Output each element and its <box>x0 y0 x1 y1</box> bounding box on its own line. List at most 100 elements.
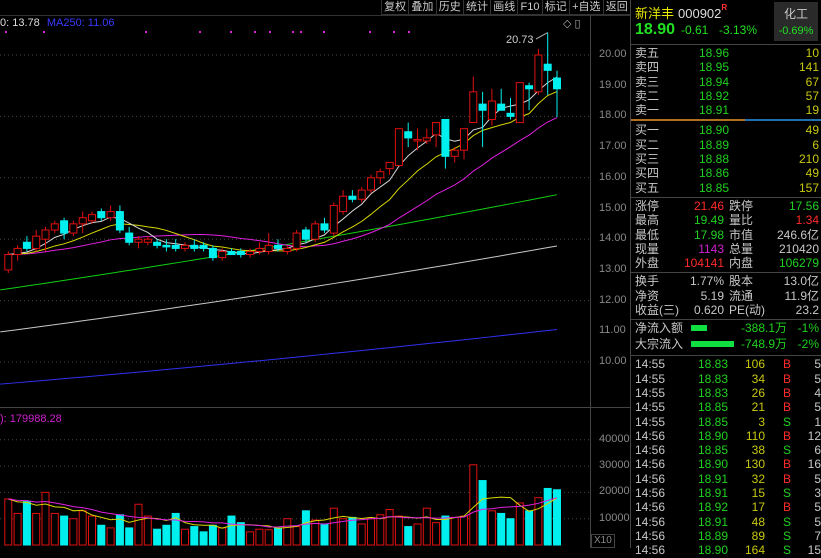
stock-name-line: 新洋丰 000902R <box>635 3 727 22</box>
level-volume: 57 <box>805 88 819 103</box>
candle-body <box>274 244 282 249</box>
candle-body <box>460 128 468 151</box>
event-marker <box>393 31 395 33</box>
stat-label: 最高 <box>635 213 660 228</box>
trade-volume: 110 <box>745 428 765 443</box>
order-book-row[interactable]: 卖五 18.96 10 <box>631 46 821 60</box>
price-axis-label: 18.00 <box>599 109 627 122</box>
stat-label: 市值 <box>729 227 754 242</box>
candle-body <box>134 238 143 243</box>
industry-pct: -0.69% <box>778 25 814 37</box>
event-marker <box>254 31 256 33</box>
toolbar-button[interactable]: 复权 <box>381 0 408 14</box>
stat-label: 外盘 <box>635 256 660 271</box>
trade-count: 5 <box>814 471 821 486</box>
trade-volume: 89 <box>751 528 765 543</box>
candle-body <box>478 103 487 111</box>
toolbar-button[interactable]: F10 <box>517 0 541 14</box>
candle-body <box>348 195 357 200</box>
x10-button[interactable]: X10 <box>591 534 615 548</box>
toolbar-button[interactable]: 返回 <box>602 0 630 14</box>
candle-body <box>329 204 338 234</box>
level-price: 18.92 <box>699 88 730 103</box>
toolbar-button[interactable]: 统计 <box>462 0 490 14</box>
kline-svg[interactable]: 20.73 <box>0 0 630 548</box>
stat-value: 17.56 <box>788 198 819 213</box>
candle-body <box>441 118 450 157</box>
fundamental-value: 1.77% <box>689 274 724 289</box>
order-book-row[interactable]: 买五 18.85 157 <box>631 181 821 195</box>
trade-volume: 15 <box>751 486 765 501</box>
stat-label: 总量 <box>729 241 754 256</box>
trade-price: 18.85 <box>698 443 729 458</box>
chart-options[interactable]: ◇ ▯ <box>563 17 581 30</box>
trade-volume: 48 <box>751 514 765 529</box>
candle-body <box>97 211 106 219</box>
money-flow-block: 净流入额 -388.1万 -1% 大宗流入 -748.9万 -2% <box>631 321 821 353</box>
order-book-row[interactable]: 买三 18.88 210 <box>631 152 821 166</box>
trade-price: 18.89 <box>698 528 729 543</box>
diamond-icon[interactable]: ◇ <box>563 18 572 30</box>
volume-bar <box>162 524 171 546</box>
trade-side: B <box>782 471 791 486</box>
level-volume: 67 <box>805 74 819 89</box>
toolbar-button[interactable]: +自选 <box>568 0 603 14</box>
volume-bar <box>50 512 59 546</box>
flow-bar <box>691 325 707 332</box>
volume-bar <box>69 518 78 546</box>
window-icon[interactable]: ▯ <box>574 18 581 30</box>
order-book-row[interactable]: 买一 18.90 49 <box>631 123 821 137</box>
order-book-row[interactable]: 卖四 18.95 141 <box>631 60 821 74</box>
candle-body <box>376 171 385 179</box>
last-price: 18.90 <box>635 21 676 38</box>
order-book-row[interactable]: 买四 18.86 49 <box>631 166 821 180</box>
candle-body <box>292 232 301 249</box>
tick-trades[interactable]: 14:55 18.83 106 B 5 14:55 18.83 34 B 5 14:55 18.83 2… <box>631 357 821 557</box>
flow-value: -388.1万 <box>740 321 787 336</box>
order-book-row[interactable]: 买二 18.89 6 <box>631 138 821 152</box>
volume-axis-label: 40000 <box>599 432 630 445</box>
candle-body <box>497 103 506 111</box>
kline-chart[interactable]: 20.73 复权 叠加 历史 统计 画线 F10 标记 +自选 返回 0: 13.78 MA25… <box>0 0 630 548</box>
trade-row: 14:56 18.85 38 S 6 <box>631 443 821 457</box>
event-marker <box>369 31 371 33</box>
flow-label: 大宗流入 <box>635 337 684 352</box>
fundamental-row: 换手 1.77% 股本 13.0亿 <box>631 274 821 288</box>
order-book-row[interactable]: 卖二 18.92 57 <box>631 89 821 103</box>
price-axis-label: 15.00 <box>599 201 627 214</box>
candle-body <box>283 247 292 252</box>
level-label: 卖三 <box>635 74 660 89</box>
volume-bar <box>553 489 561 546</box>
order-book-row[interactable]: 卖一 18.91 19 <box>631 103 821 117</box>
volume-bar <box>264 529 273 546</box>
stat-row: 现量 1143 总量 210420 <box>631 242 821 256</box>
level-volume: 157 <box>798 180 819 195</box>
toolbar-button[interactable]: 标记 <box>541 0 569 14</box>
industry-box[interactable]: 化工 -0.69% <box>774 2 818 41</box>
trade-volume: 38 <box>751 443 765 458</box>
volume-axis-label: 20000 <box>599 485 630 498</box>
chart-toolbar: 复权 叠加 历史 统计 画线 F10 标记 +自选 返回 <box>381 0 630 15</box>
toolbar-button[interactable]: 历史 <box>435 0 463 14</box>
ma120-line <box>0 245 558 333</box>
toolbar-button[interactable]: 画线 <box>490 0 517 14</box>
trade-time: 14:56 <box>635 457 666 472</box>
flow-label: 净流入额 <box>635 321 684 336</box>
toolbar-button[interactable]: 叠加 <box>408 0 435 14</box>
trade-side: S <box>782 443 791 458</box>
volume-bar <box>227 515 236 546</box>
high-price-label: 20.73 <box>506 34 534 46</box>
candle-body <box>208 247 217 259</box>
volume-bar <box>301 510 310 546</box>
candle-body <box>515 82 524 124</box>
volume-bar <box>367 518 375 546</box>
trade-price: 18.83 <box>698 371 729 386</box>
trade-price: 18.91 <box>698 514 729 529</box>
candle-body <box>413 138 422 142</box>
order-book-row[interactable]: 卖三 18.94 67 <box>631 75 821 89</box>
level-volume: 19 <box>805 103 819 118</box>
candle-body <box>534 54 543 93</box>
volume-bar <box>432 522 441 546</box>
money-flow-row: 净流入额 -388.1万 -1% <box>631 321 821 337</box>
trade-time: 14:55 <box>635 414 666 429</box>
